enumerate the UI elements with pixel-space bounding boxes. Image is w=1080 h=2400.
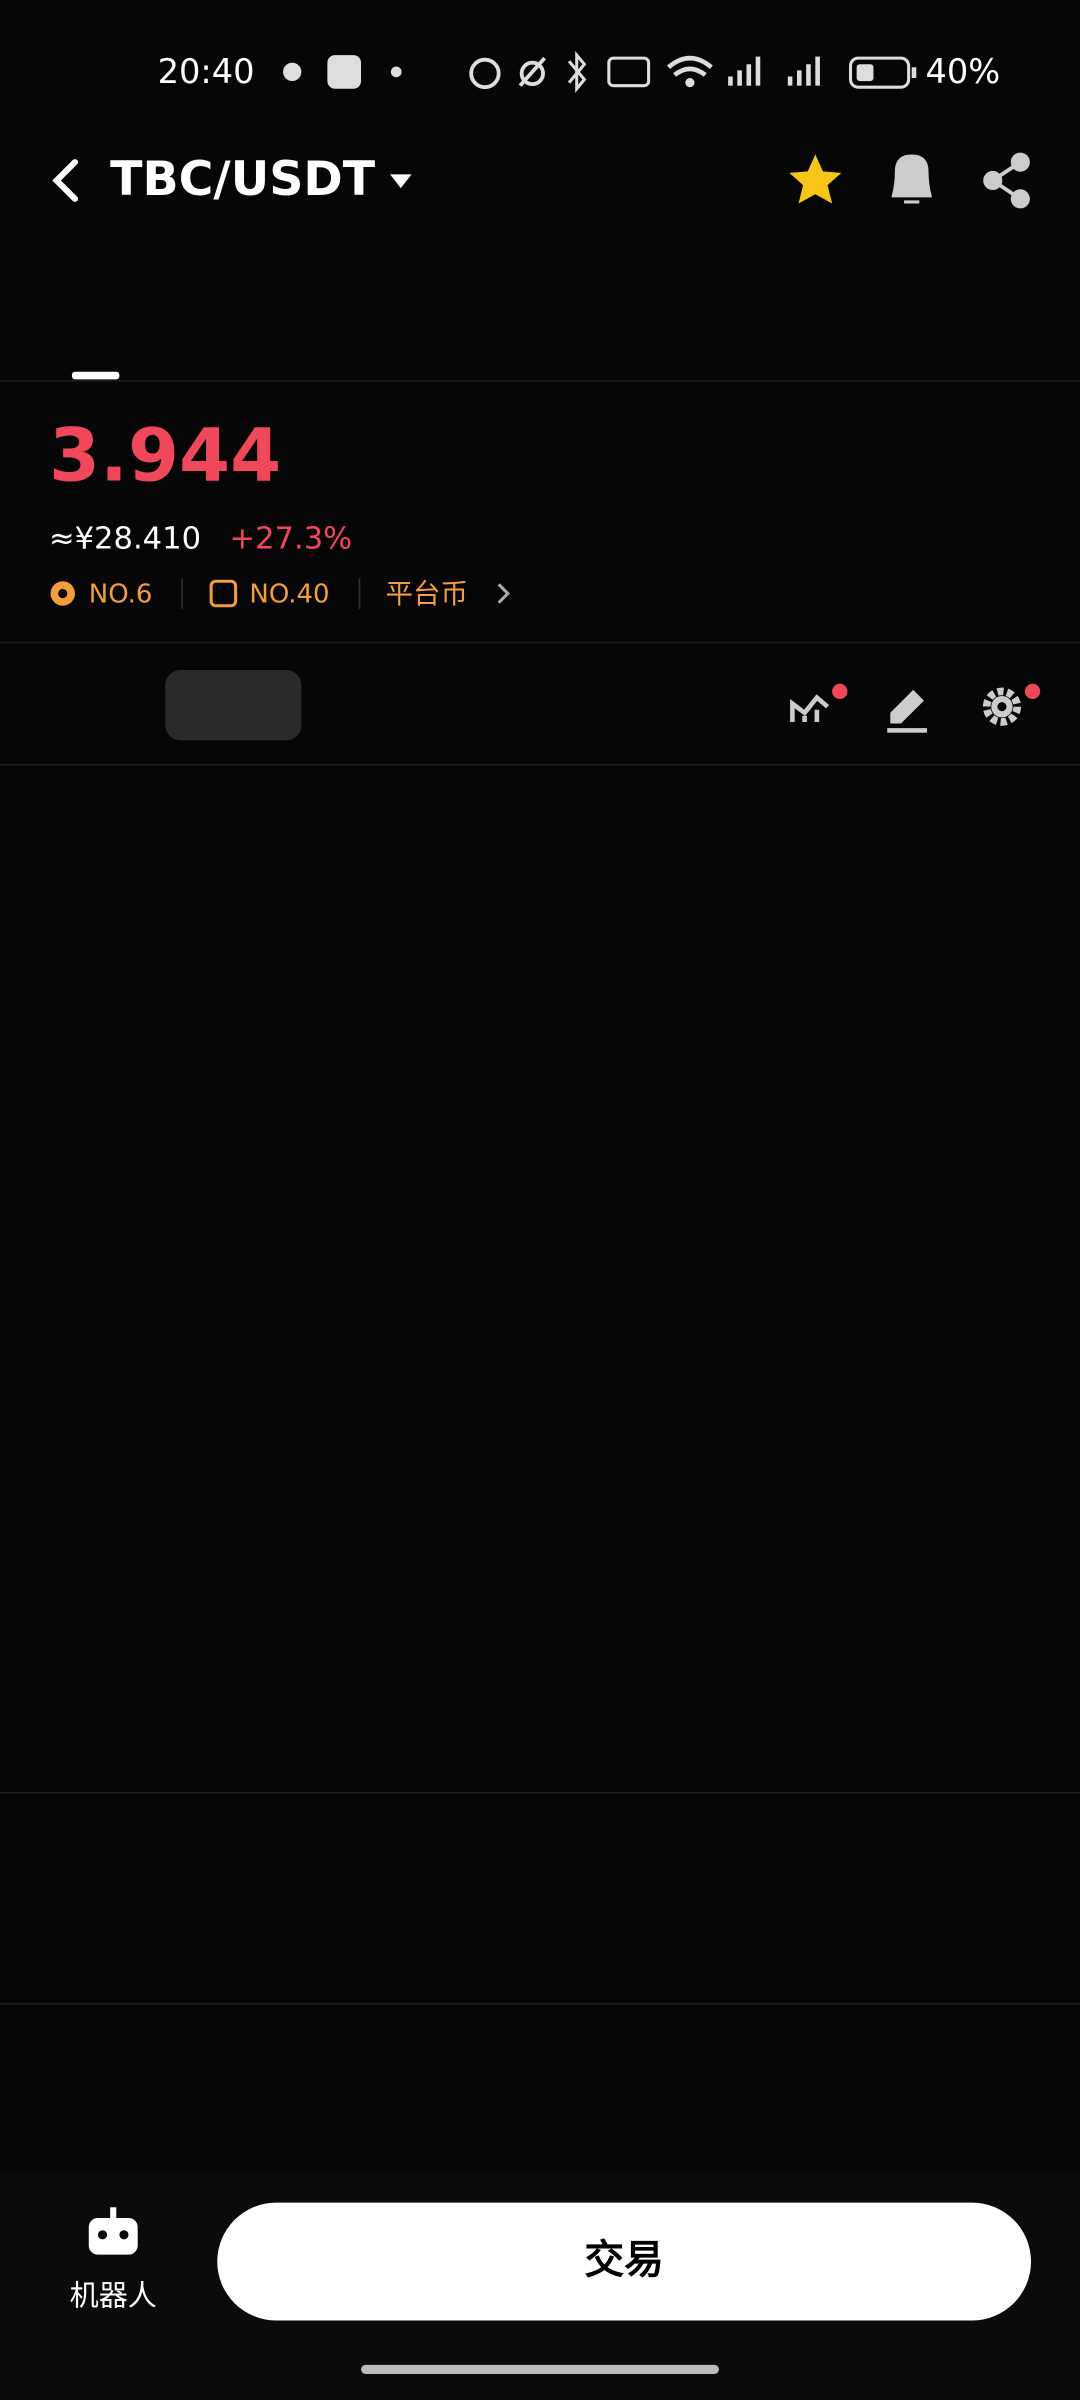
home-indicator — [361, 2364, 719, 2374]
price-cny: ≈¥28.410 — [49, 521, 201, 556]
status-icons — [283, 62, 302, 82]
trade-label[interactable]: 交易 — [584, 2237, 664, 2283]
status-icons — [607, 56, 651, 88]
status-icons — [737, 70, 742, 86]
indicator-button[interactable] — [790, 683, 848, 722]
settings-button[interactable] — [1024, 683, 1041, 700]
robot-icon[interactable] — [119, 2230, 129, 2240]
share-button[interactable] — [989, 160, 1022, 201]
pair-dropdown[interactable] — [390, 174, 412, 189]
last-price: 3.944 — [49, 413, 281, 498]
robot-icon[interactable] — [88, 2207, 138, 2255]
trade-button[interactable] — [217, 2202, 1032, 2321]
status-icons — [685, 78, 695, 88]
status-icons — [390, 66, 402, 78]
interval-selected — [165, 669, 302, 741]
indicator-button[interactable] — [832, 683, 848, 700]
price-change: +27.3% — [229, 521, 352, 556]
hot-rank[interactable]: NO.40 — [249, 580, 329, 610]
status-icons — [666, 55, 713, 77]
status-icons — [746, 64, 752, 86]
status-icons — [519, 60, 545, 87]
pair-title[interactable]: TBC/USDT — [110, 152, 376, 207]
rank-icon — [58, 588, 68, 599]
share-button[interactable] — [983, 152, 1030, 209]
status-icons — [796, 70, 802, 86]
robot-icon[interactable] — [97, 2230, 108, 2240]
draw-button[interactable] — [887, 689, 927, 733]
settings-button[interactable] — [997, 702, 1007, 712]
indicator-button[interactable] — [790, 694, 830, 722]
status-icons — [327, 55, 362, 89]
status-icons — [469, 57, 501, 90]
status-icons — [728, 76, 733, 86]
status-icons — [911, 67, 917, 79]
hot-rank-icon — [209, 579, 238, 608]
rank[interactable]: NO.6 — [89, 580, 153, 610]
draw-button[interactable] — [887, 728, 927, 733]
favorite-star[interactable] — [789, 154, 842, 204]
tab-indicator — [71, 371, 120, 380]
status-icons — [567, 50, 587, 93]
status-icons — [848, 56, 911, 89]
settings-button[interactable] — [982, 687, 1022, 726]
status-icons — [755, 56, 761, 86]
chevron — [497, 583, 511, 604]
status-icons — [815, 56, 820, 86]
status-icons — [283, 50, 917, 93]
draw-button[interactable] — [890, 689, 924, 724]
settings-button[interactable] — [982, 683, 1041, 726]
battery-level: 40% — [925, 52, 1000, 91]
alert-bell[interactable] — [891, 154, 933, 204]
robot-icon[interactable] — [110, 2207, 117, 2220]
back-button[interactable] — [52, 159, 79, 202]
robot-label[interactable]: 机器人 — [70, 2279, 157, 2313]
status-icons — [787, 76, 793, 86]
category-tag[interactable]: 平台币 — [386, 578, 469, 610]
robot-icon[interactable] — [88, 2217, 138, 2255]
status-time: 20:40 — [158, 52, 255, 91]
status-icons — [806, 64, 811, 86]
status-icons — [856, 64, 874, 82]
